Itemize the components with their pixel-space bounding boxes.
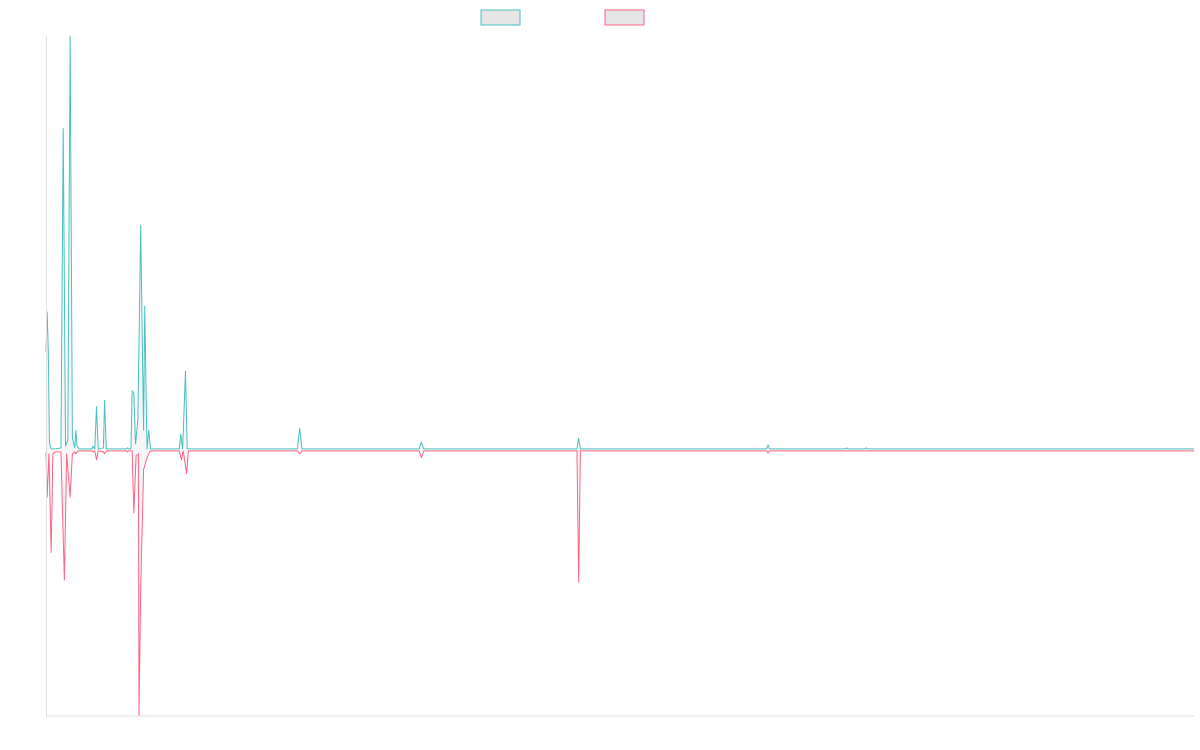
legend-swatch-series-2[interactable] (604, 9, 645, 26)
series-layer (45, 35, 1194, 717)
plot-area (45, 35, 1194, 717)
series-2-line[interactable] (45, 450, 1194, 717)
series-1-line[interactable] (45, 35, 1194, 450)
legend-swatch-series-1[interactable] (480, 9, 521, 26)
series-2-area (46, 449, 1194, 716)
legend (480, 9, 645, 26)
series-1-area (46, 36, 1194, 450)
